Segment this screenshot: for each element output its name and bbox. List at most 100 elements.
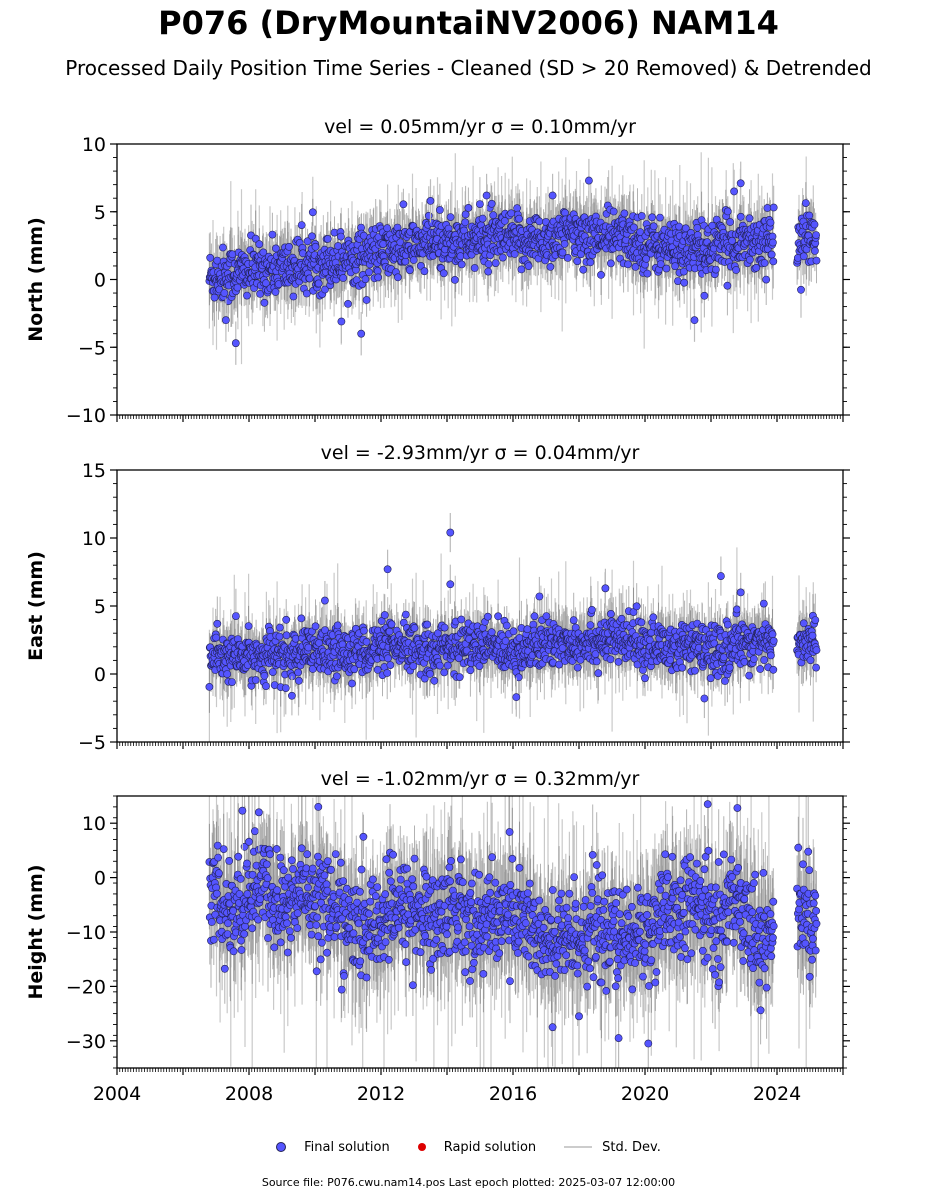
- data-point: [614, 658, 623, 666]
- data-point: [729, 938, 738, 947]
- data-point: [461, 218, 470, 227]
- data-point: [213, 841, 222, 850]
- data-point: [588, 889, 597, 897]
- data-point: [808, 631, 817, 640]
- plot-frame: [116, 469, 844, 743]
- data-point: [350, 665, 359, 674]
- data-point: [303, 237, 312, 246]
- data-point: [671, 262, 679, 271]
- data-point: [373, 267, 382, 275]
- data-point: [475, 200, 484, 208]
- data-point: [427, 966, 436, 974]
- data-point: [270, 943, 279, 952]
- data-point: [548, 886, 557, 894]
- data-point: [285, 927, 294, 935]
- data-point: [812, 256, 821, 265]
- data-point: [244, 622, 253, 630]
- data-point: [617, 919, 626, 928]
- data-point: [339, 877, 348, 885]
- data-point: [323, 857, 332, 865]
- data-point: [456, 855, 465, 864]
- data-point: [255, 240, 264, 249]
- data-point: [462, 915, 470, 924]
- panel-north: vel = 0.05mm/yr σ = 0.10mm/yr North (mm) −…: [25, 116, 850, 427]
- data-point: [209, 935, 218, 944]
- data-point: [643, 269, 652, 278]
- data-point: [592, 861, 601, 869]
- data-point: [359, 832, 368, 841]
- data-point: [711, 970, 719, 979]
- data-point: [704, 846, 713, 855]
- data-point: [565, 889, 574, 898]
- data-point: [361, 275, 370, 284]
- outlier-point: [736, 179, 745, 188]
- panel-title: vel = -2.93mm/yr σ = 0.04mm/yr: [321, 442, 640, 464]
- data-point: [721, 677, 729, 685]
- data-point: [219, 845, 228, 853]
- data-point: [698, 946, 707, 955]
- data-point: [293, 924, 302, 932]
- data-point: [207, 918, 216, 926]
- data-point: [668, 852, 677, 861]
- data-point: [687, 949, 696, 958]
- data-point: [268, 668, 277, 676]
- data-point: [573, 663, 582, 672]
- data-point: [225, 857, 234, 865]
- data-point: [769, 203, 778, 212]
- data-point: [362, 973, 371, 982]
- data-point: [205, 683, 214, 691]
- data-point: [752, 263, 761, 272]
- data-point: [491, 878, 500, 887]
- outlier-point: [736, 588, 745, 597]
- data-point: [723, 620, 732, 629]
- data-point: [767, 250, 776, 259]
- data-point: [365, 909, 373, 918]
- data-point: [308, 864, 317, 873]
- data-point: [515, 864, 524, 872]
- data-point: [497, 937, 506, 946]
- data-point: [515, 214, 523, 223]
- data-point: [312, 967, 321, 976]
- data-point: [710, 639, 719, 648]
- data-point: [558, 644, 567, 653]
- data-point: [340, 972, 348, 980]
- data-point: [389, 850, 397, 859]
- data-point: [430, 676, 439, 685]
- data-point: [408, 875, 417, 884]
- outlier-point: [535, 592, 544, 601]
- data-point: [631, 262, 640, 271]
- data-point: [723, 281, 732, 290]
- data-point: [805, 211, 814, 220]
- data-point: [229, 906, 238, 915]
- data-point: [762, 275, 771, 284]
- data-point: [212, 889, 221, 898]
- data-point: [542, 612, 551, 620]
- data-point: [214, 853, 222, 862]
- data-point: [259, 248, 268, 257]
- data-point: [348, 679, 356, 688]
- data-point: [308, 208, 317, 217]
- data-point: [588, 851, 597, 859]
- data-point: [384, 955, 393, 964]
- data-point: [703, 953, 712, 962]
- data-point: [547, 915, 555, 924]
- data-point: [355, 887, 364, 896]
- data-point: [561, 208, 569, 217]
- data-layer: [205, 512, 821, 742]
- data-point: [664, 873, 672, 882]
- data-point: [586, 621, 595, 629]
- data-point: [573, 969, 582, 978]
- data-point: [284, 873, 293, 882]
- data-point: [289, 292, 298, 301]
- data-point: [662, 264, 671, 273]
- data-point: [712, 265, 720, 274]
- data-point: [681, 927, 690, 936]
- data-point: [700, 925, 708, 933]
- data-point: [668, 894, 677, 903]
- data-point: [505, 828, 514, 836]
- data-point: [248, 870, 257, 879]
- data-point: [264, 934, 272, 942]
- data-point: [678, 663, 687, 672]
- data-point: [243, 890, 252, 898]
- data-point: [385, 627, 394, 636]
